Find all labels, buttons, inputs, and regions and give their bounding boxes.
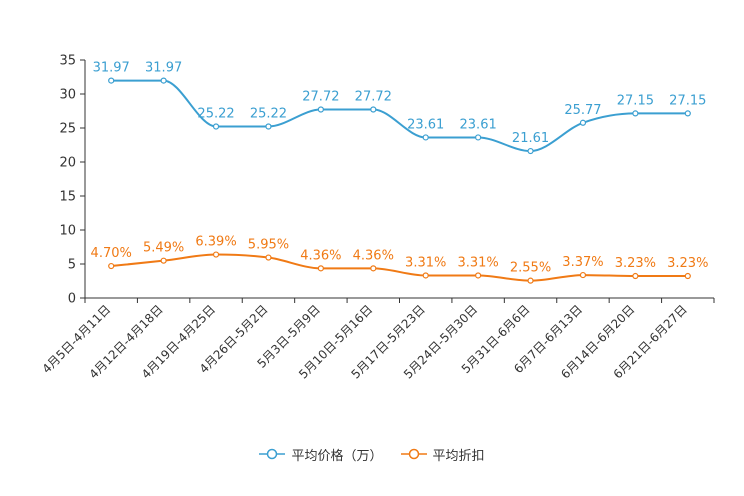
discount-point [632, 272, 639, 280]
discount-point [527, 277, 534, 284]
y-tick-label: 0 [68, 292, 76, 307]
y-tick-label: 25 [59, 122, 76, 137]
discount-data-label: 5.49% [143, 241, 184, 256]
price-point [160, 77, 167, 84]
discount-data-label: 3.23% [615, 256, 656, 271]
price-data-label: 27.72 [355, 90, 392, 105]
price-data-label: 27.15 [617, 93, 654, 108]
price-data-label: 23.61 [460, 117, 497, 132]
price-point [579, 119, 587, 126]
y-tick-label: 10 [59, 224, 76, 239]
discount-data-label: 6.39% [195, 235, 236, 250]
discount-point [317, 265, 324, 272]
discount-point [108, 262, 115, 270]
y-tick-label: 5 [68, 258, 76, 273]
price-data-label: 31.97 [145, 61, 182, 76]
discount-data-label: 4.36% [300, 248, 341, 263]
discount-data-label: 3.31% [405, 255, 446, 270]
price-point [684, 110, 691, 117]
price-point [265, 123, 272, 130]
price-point [212, 123, 220, 130]
y-tick-label: 20 [59, 156, 76, 171]
discount-point [422, 272, 429, 279]
discount-point [370, 265, 377, 272]
legend-item-price[interactable]: 平均价格（万） [259, 445, 383, 464]
price-data-label: 25.22 [197, 107, 234, 122]
discount-point [579, 271, 587, 279]
legend-item-discount[interactable]: 平均折扣 [400, 445, 485, 464]
price-point [632, 110, 639, 117]
discount-data-label: 3.37% [562, 255, 603, 270]
discount-data-label: 3.31% [457, 255, 498, 270]
discount-data-label: 2.55% [510, 261, 551, 276]
discount-point [160, 257, 167, 264]
price-data-label: 25.22 [250, 107, 287, 122]
price-data-label: 23.61 [407, 117, 444, 132]
series-discount-line [111, 253, 688, 282]
discount-point [684, 272, 691, 280]
legend-discount-label: 平均折扣 [432, 448, 485, 464]
price-point [370, 106, 377, 113]
series-price: 31.97 31.97 25.22 25.22 27.72 27.72 23.61 23.61… [93, 61, 706, 155]
discount-data-label: 5.95% [248, 238, 289, 253]
discount-point [475, 272, 482, 279]
legend-price-line-icon [259, 448, 286, 460]
price-point [108, 77, 115, 84]
y-tick-label: 15 [59, 190, 76, 205]
price-point [317, 106, 324, 113]
series-discount: 4.70% 5.49% 6.39% 5.95% 4.36% 4.36% 3.31% 3.31%… [91, 235, 708, 284]
price-data-label: 27.72 [302, 90, 339, 105]
discount-data-label: 4.36% [353, 248, 394, 263]
price-point [422, 134, 429, 141]
discount-point [265, 254, 272, 261]
legend-discount-line-icon [400, 448, 427, 460]
price-data-label: 31.97 [93, 61, 130, 76]
price-data-label: 27.15 [669, 93, 706, 108]
price-point [527, 147, 534, 155]
price-data-label: 25.77 [564, 103, 601, 118]
price-data-label: 21.61 [512, 131, 549, 146]
legend-price-label: 平均价格（万） [291, 448, 383, 464]
y-tick-label: 35 [59, 54, 76, 69]
chart-legend: 平均价格（万） 平均折扣 [0, 444, 744, 464]
discount-data-label: 3.23% [667, 256, 708, 271]
discount-point [212, 251, 220, 258]
discount-data-label: 4.70% [91, 246, 132, 261]
y-tick-label: 30 [59, 88, 76, 103]
price-point [475, 134, 482, 141]
